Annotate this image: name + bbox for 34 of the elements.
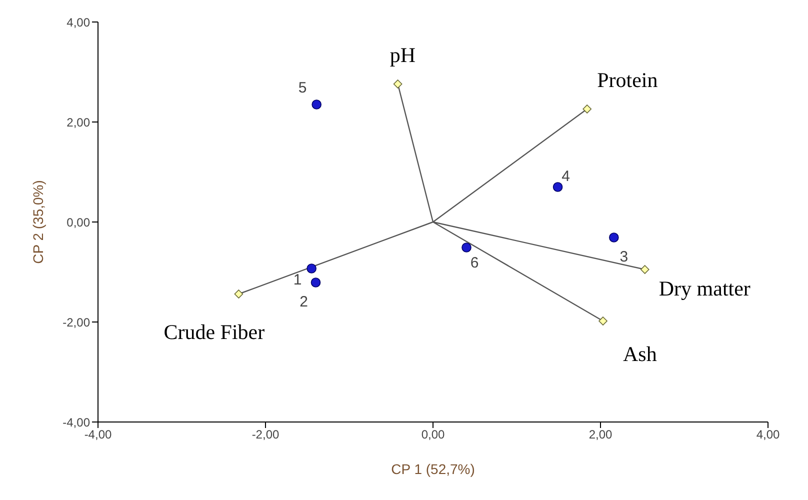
point — [552, 182, 563, 192]
point — [582, 104, 592, 114]
y-tick-label: 4,00 — [66, 15, 90, 30]
annotation: 5 — [298, 80, 307, 96]
point — [462, 242, 472, 252]
y-axis-title: CP 2 (35,0%) — [30, 180, 46, 264]
point — [640, 265, 650, 274]
annotation: 3 — [620, 248, 628, 266]
x-tick-label: -2,00 — [252, 428, 280, 442]
annotation: 1 — [293, 272, 302, 288]
y-tick-label: 0,00 — [66, 215, 90, 230]
annotation: Ash — [623, 342, 658, 366]
annotation: Dry matter — [658, 276, 750, 300]
x-tick-label: 0,00 — [421, 428, 445, 442]
x-tick-label: 4,00 — [756, 428, 780, 442]
annotation: Crude Fiber — [164, 320, 265, 344]
x-axis-title: CP 1 (52,7%) — [391, 460, 475, 477]
y-tick-label: -4,00 — [62, 415, 90, 430]
point — [310, 278, 321, 288]
point — [393, 80, 402, 88]
annotation: pH — [390, 43, 416, 67]
annotation: 2 — [300, 294, 308, 310]
point — [598, 316, 608, 326]
annotation: 6 — [470, 254, 479, 272]
point — [609, 232, 619, 242]
x-tick-label: -4,00 — [84, 428, 112, 442]
annotation: Protein — [597, 68, 658, 92]
y-tick-label: 2,00 — [66, 115, 90, 130]
annotation: 4 — [562, 168, 570, 185]
point — [234, 290, 244, 298]
point — [306, 264, 316, 274]
y-tick-label: -2,00 — [62, 315, 90, 330]
x-tick-label: 2,00 — [588, 428, 612, 442]
point — [312, 100, 322, 110]
